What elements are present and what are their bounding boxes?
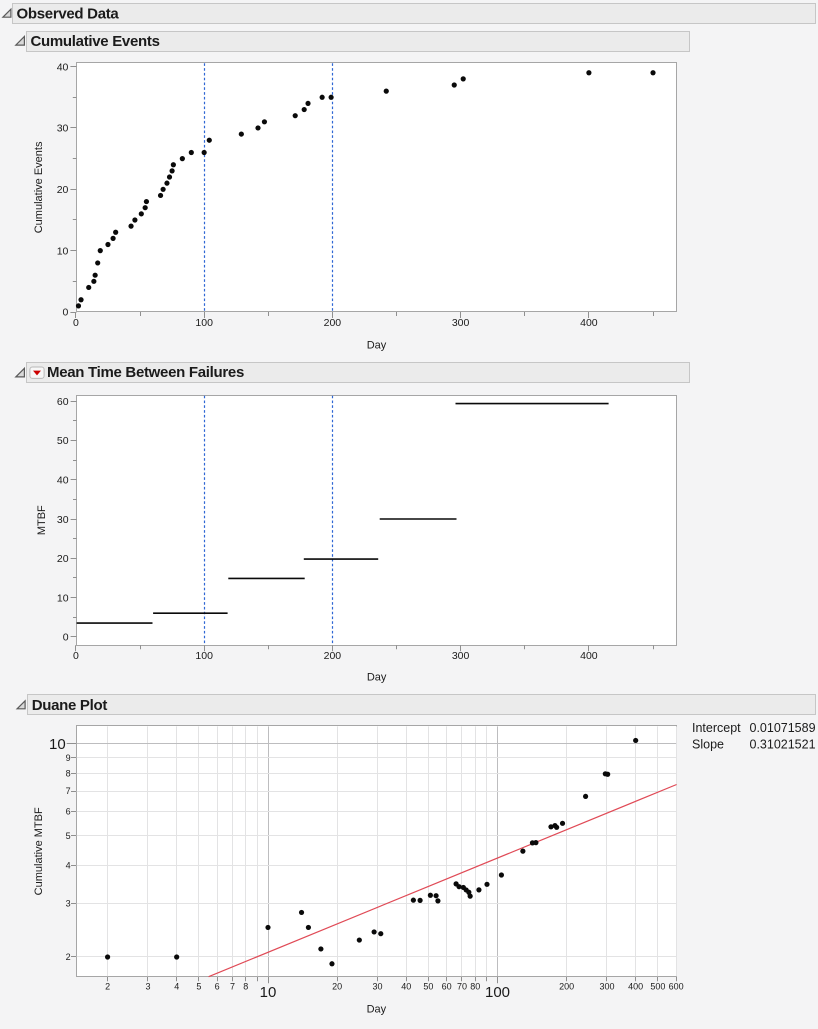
svg-text:40: 40 — [401, 982, 411, 992]
svg-text:60: 60 — [442, 982, 452, 992]
svg-text:10: 10 — [260, 984, 277, 1001]
svg-text:0: 0 — [73, 650, 79, 662]
svg-text:20: 20 — [332, 982, 342, 992]
svg-text:40: 40 — [57, 61, 69, 73]
svg-text:20: 20 — [57, 184, 69, 196]
svg-text:5: 5 — [66, 831, 71, 841]
svg-text:Cumulative Events: Cumulative Events — [31, 33, 160, 50]
svg-text:7: 7 — [66, 786, 71, 796]
svg-text:6: 6 — [66, 807, 71, 817]
svg-text:Intercept: Intercept — [692, 721, 741, 735]
svg-text:40: 40 — [57, 475, 69, 487]
svg-text:10: 10 — [57, 592, 69, 604]
svg-text:0: 0 — [63, 307, 69, 319]
svg-text:0: 0 — [63, 632, 69, 644]
svg-text:9: 9 — [66, 753, 71, 763]
svg-text:50: 50 — [57, 435, 69, 447]
svg-text:Cumulative MTBF: Cumulative MTBF — [33, 807, 45, 895]
svg-text:300: 300 — [452, 650, 470, 662]
svg-text:7: 7 — [230, 982, 235, 992]
svg-text:Day: Day — [367, 1004, 387, 1016]
svg-text:500: 500 — [650, 982, 665, 992]
svg-text:Day: Day — [367, 339, 387, 351]
svg-text:200: 200 — [559, 982, 574, 992]
svg-text:6: 6 — [215, 982, 220, 992]
svg-text:3: 3 — [66, 899, 71, 909]
svg-text:4: 4 — [174, 982, 179, 992]
svg-text:2: 2 — [66, 952, 71, 962]
svg-text:100: 100 — [195, 317, 213, 329]
svg-text:60: 60 — [57, 396, 69, 408]
svg-text:0.01071589: 0.01071589 — [750, 721, 816, 735]
svg-text:Observed Data: Observed Data — [17, 6, 120, 23]
svg-text:400: 400 — [580, 650, 598, 662]
svg-text:80: 80 — [470, 982, 480, 992]
svg-text:200: 200 — [324, 317, 342, 329]
svg-text:100: 100 — [485, 984, 510, 1001]
svg-text:Mean Time Between Failures: Mean Time Between Failures — [47, 364, 244, 381]
svg-text:MTBF: MTBF — [36, 505, 48, 535]
svg-text:10: 10 — [57, 245, 69, 257]
svg-text:20: 20 — [57, 553, 69, 565]
svg-text:30: 30 — [372, 982, 382, 992]
svg-text:300: 300 — [599, 982, 614, 992]
svg-text:0: 0 — [73, 317, 79, 329]
svg-text:400: 400 — [628, 982, 643, 992]
svg-text:30: 30 — [57, 123, 69, 135]
svg-text:Day: Day — [367, 672, 387, 684]
svg-text:Slope: Slope — [692, 738, 724, 752]
svg-text:10: 10 — [49, 736, 66, 753]
svg-text:300: 300 — [452, 317, 470, 329]
svg-text:600: 600 — [669, 982, 684, 992]
svg-text:0.31021521: 0.31021521 — [750, 738, 816, 752]
svg-text:3: 3 — [145, 982, 150, 992]
svg-text:4: 4 — [66, 860, 71, 870]
svg-text:200: 200 — [324, 650, 342, 662]
svg-text:Cumulative Events: Cumulative Events — [33, 141, 45, 233]
svg-text:100: 100 — [195, 650, 213, 662]
svg-text:5: 5 — [196, 982, 201, 992]
svg-text:70: 70 — [457, 982, 467, 992]
svg-text:2: 2 — [105, 982, 110, 992]
svg-text:8: 8 — [243, 982, 248, 992]
svg-text:8: 8 — [66, 769, 71, 779]
svg-text:50: 50 — [423, 982, 433, 992]
svg-text:30: 30 — [57, 514, 69, 526]
svg-text:400: 400 — [580, 317, 598, 329]
svg-text:Duane Plot: Duane Plot — [32, 697, 108, 714]
